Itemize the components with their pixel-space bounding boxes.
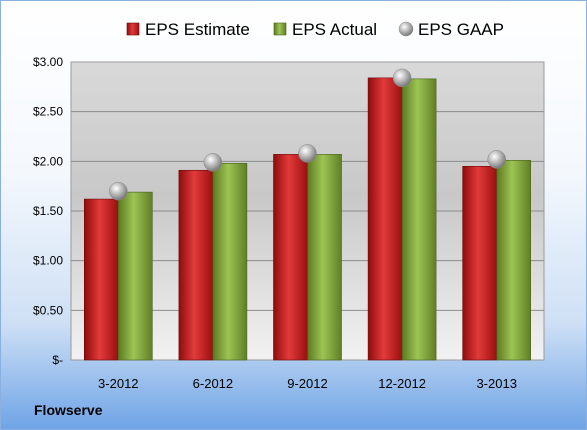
bar-eps-estimate [273,154,308,361]
legend-label: EPS Actual [292,20,377,39]
legend-swatch [398,21,414,37]
y-tick-label: $1.50 [33,204,63,218]
legend-swatch [126,22,140,36]
marker-eps-gaap [298,144,317,163]
x-category-label: 6-2012 [193,376,233,391]
x-category-label: 12-2012 [378,376,426,391]
bar-eps-actual [212,163,248,361]
legend-swatch [273,22,287,36]
y-tick-label: $0.50 [33,303,63,317]
company-name: Flowserve [34,402,103,418]
legend-label: EPS GAAP [418,20,504,39]
marker-eps-gaap [392,68,412,88]
x-category-label: 3-2013 [476,376,516,391]
bar-eps-actual [401,78,437,361]
bar-eps-actual [496,160,532,361]
y-tick-label: $2.50 [33,105,63,119]
bar-eps-estimate [178,169,214,361]
x-category-label: 3-2012 [98,376,138,391]
bar-eps-actual [307,154,342,361]
marker-eps-gaap [203,153,223,172]
marker-eps-gaap [487,150,506,169]
bar-eps-estimate [462,166,498,361]
legend-label: EPS Estimate [145,20,250,39]
y-tick-label: $- [52,353,63,367]
y-tick-label: $2.00 [33,154,63,168]
marker-eps-gaap [109,181,128,201]
bar-eps-estimate [84,198,119,361]
y-tick-label: $3.00 [33,55,63,69]
bar-eps-estimate [367,77,403,361]
x-category-label: 9-2012 [287,376,327,391]
y-tick-label: $1.00 [33,254,63,268]
bar-eps-actual [118,191,153,361]
